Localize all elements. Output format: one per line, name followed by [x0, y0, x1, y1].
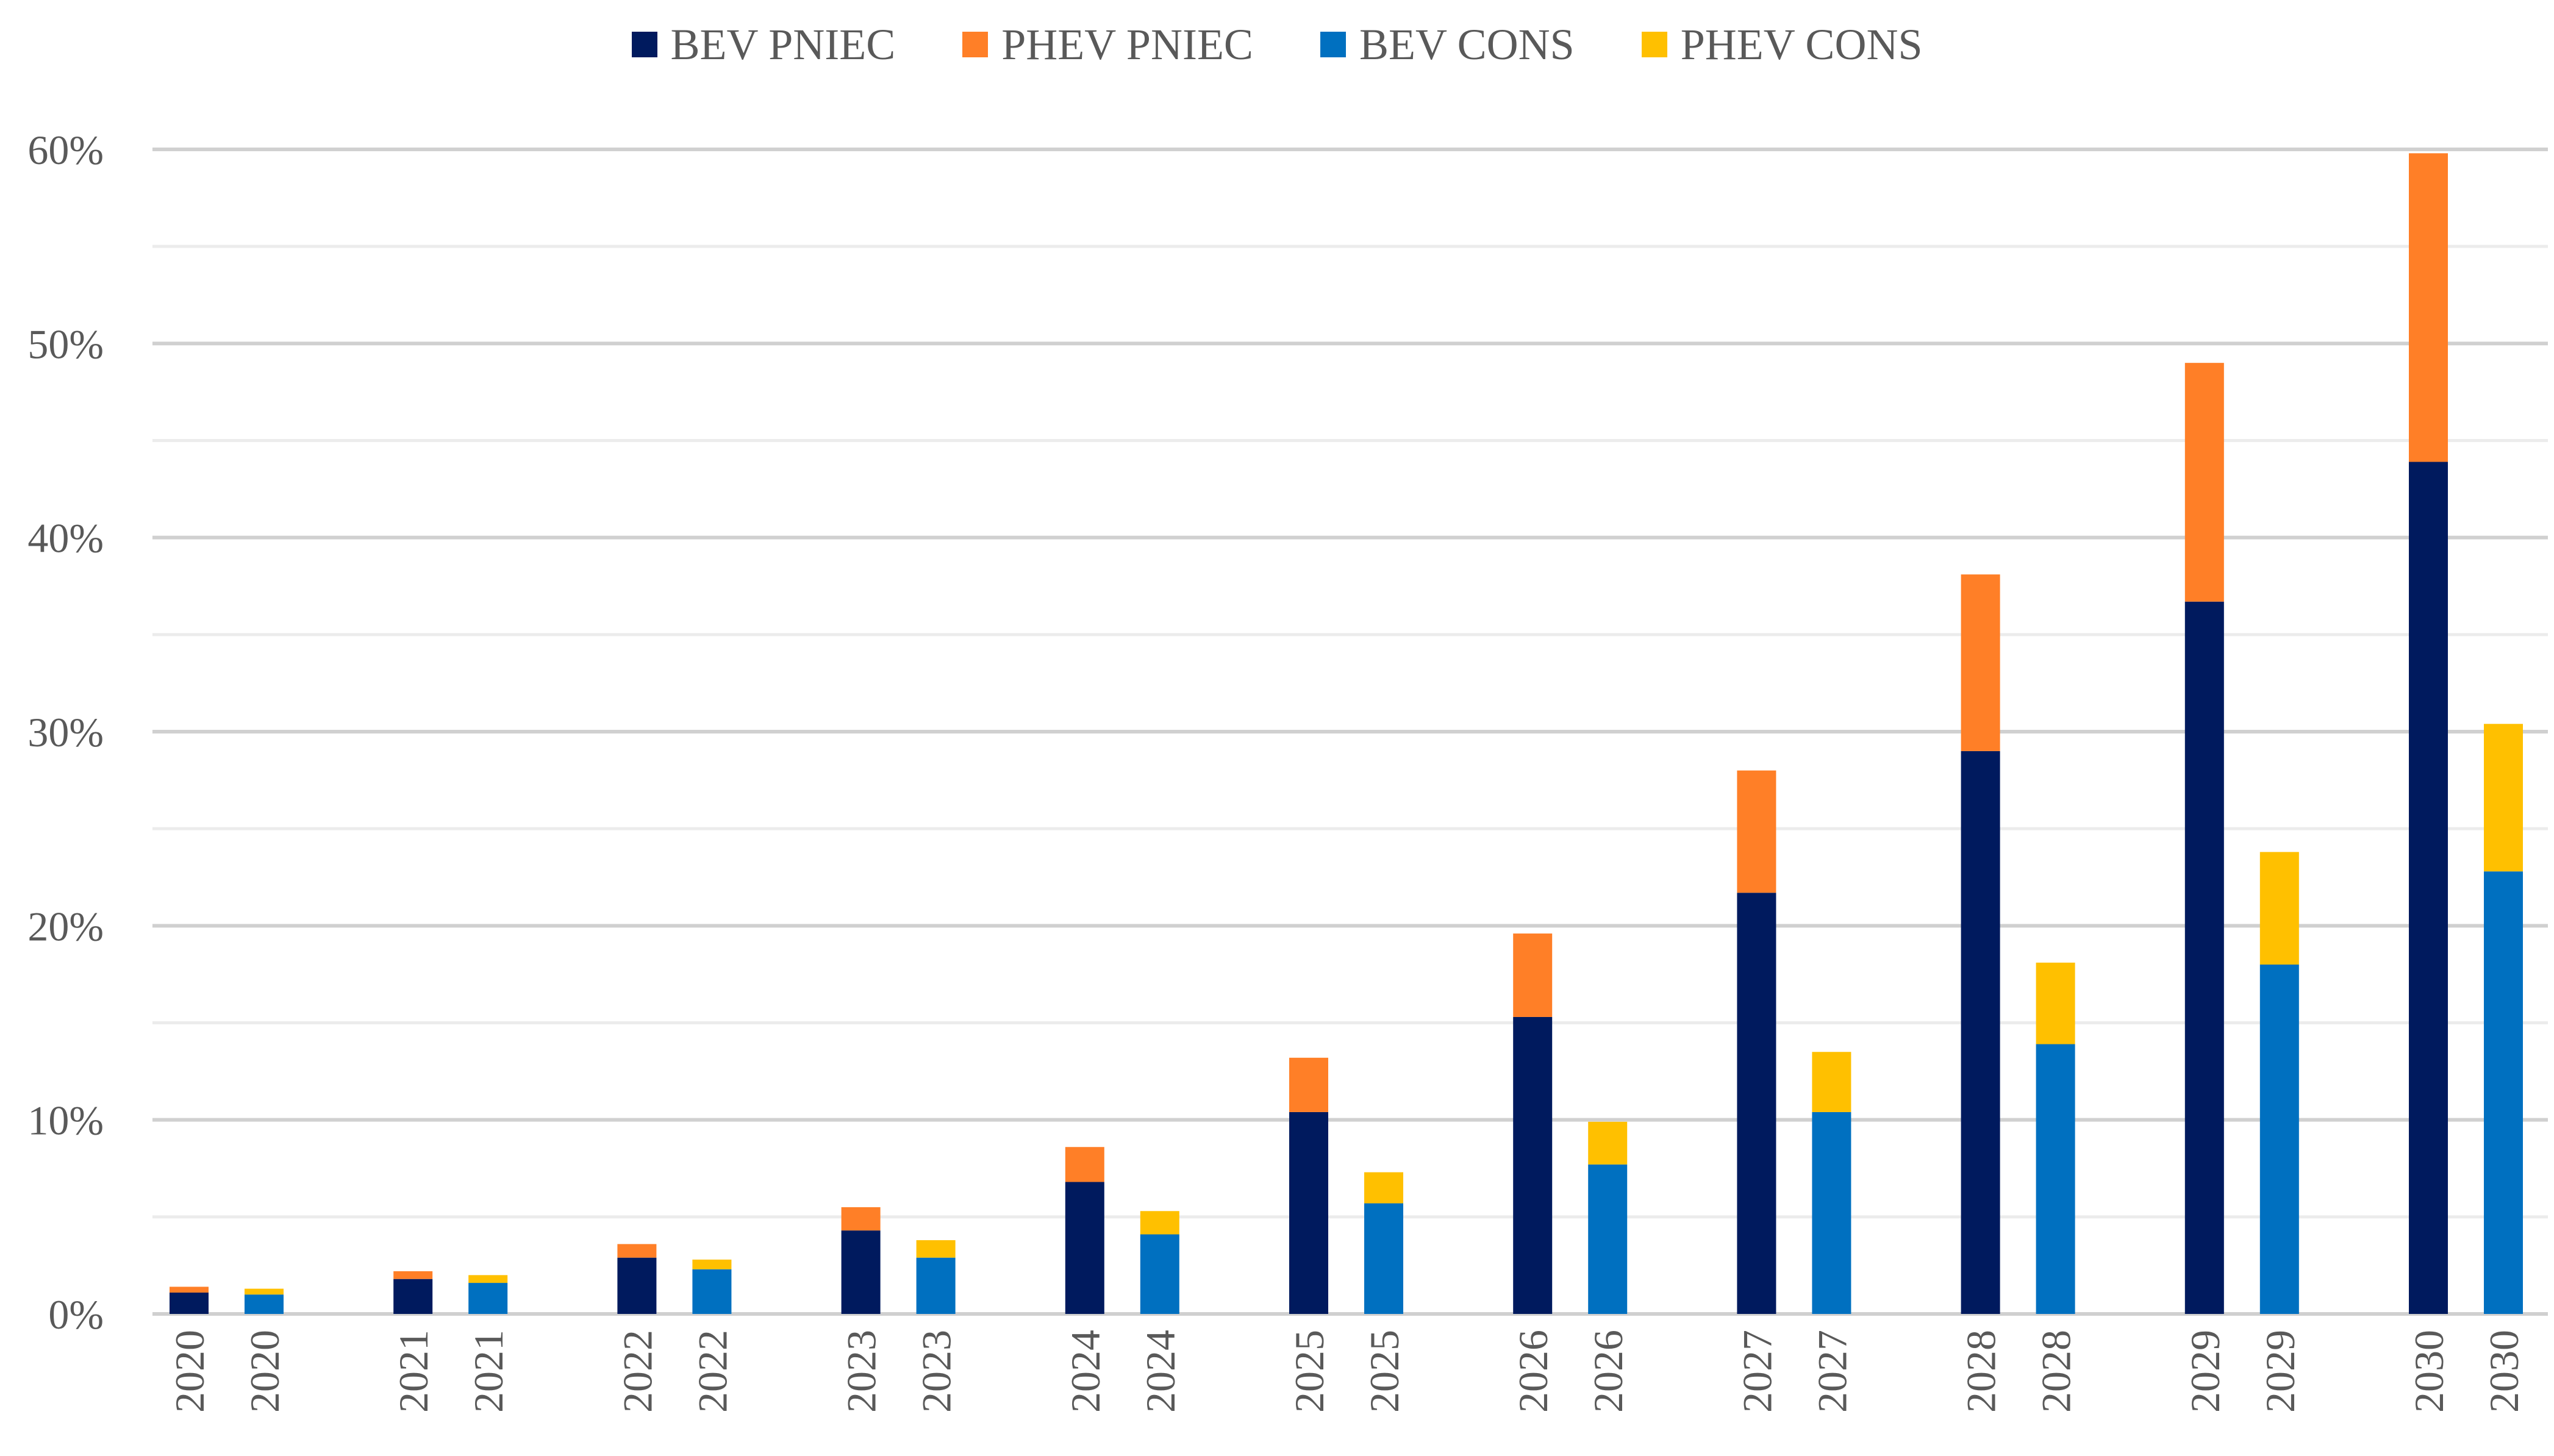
- x-tick-label: 2021: [465, 1330, 512, 1413]
- bar-bev-pniec-2026[interactable]: [1513, 1016, 1553, 1314]
- bar-bev-cons-2024[interactable]: [1140, 1234, 1179, 1314]
- y-tick-label: 50%: [27, 321, 104, 367]
- x-tick-label: 2023: [914, 1330, 960, 1413]
- bar-bev-pniec-2024[interactable]: [1065, 1182, 1104, 1314]
- bar-bev-cons-2030[interactable]: [2484, 871, 2523, 1314]
- bar-phev-cons-2025[interactable]: [1364, 1172, 1403, 1204]
- x-tick-label: 2025: [1286, 1330, 1332, 1413]
- y-tick-label: 10%: [27, 1097, 104, 1144]
- bar-phev-pniec-2028[interactable]: [1961, 574, 2000, 751]
- bar-phev-cons-2022[interactable]: [692, 1259, 732, 1269]
- bar-phev-pniec-2021[interactable]: [393, 1271, 433, 1279]
- x-tick-label: 2029: [2257, 1330, 2303, 1413]
- bar-bev-pniec-2029[interactable]: [2184, 601, 2224, 1314]
- bar-phev-pniec-2025[interactable]: [1289, 1057, 1328, 1112]
- bar-bev-pniec-2020[interactable]: [170, 1292, 209, 1314]
- y-tick-label: 60%: [27, 127, 104, 173]
- x-tick-label: 2022: [614, 1330, 660, 1413]
- bar-phev-pniec-2023[interactable]: [841, 1207, 881, 1231]
- x-tick-label: 2027: [1809, 1330, 1855, 1413]
- bar-bev-cons-2020[interactable]: [245, 1294, 284, 1314]
- x-tick-label: 2030: [2481, 1330, 2527, 1413]
- y-tick-label: 20%: [27, 903, 104, 949]
- x-tick-label: 2022: [689, 1330, 735, 1413]
- bar-bev-pniec-2025[interactable]: [1289, 1112, 1328, 1314]
- legend-swatch-bev-pniec: [631, 32, 657, 57]
- x-tick-label: 2020: [166, 1330, 213, 1413]
- legend-item-bev-cons[interactable]: BEV CONS: [1320, 20, 1575, 70]
- bar-phev-cons-2026[interactable]: [1588, 1121, 1628, 1165]
- bar-bev-pniec-2028[interactable]: [1961, 751, 2000, 1314]
- bar-phev-pniec-2026[interactable]: [1513, 933, 1553, 1017]
- bar-bev-cons-2025[interactable]: [1364, 1203, 1403, 1314]
- legend-swatch-phev-cons: [1641, 32, 1667, 57]
- bar-phev-cons-2024[interactable]: [1140, 1211, 1179, 1235]
- bar-bev-pniec-2027[interactable]: [1737, 893, 1776, 1314]
- bar-phev-cons-2027[interactable]: [1812, 1052, 1851, 1112]
- bar-bev-cons-2027[interactable]: [1812, 1112, 1851, 1314]
- x-tick-label: 2027: [1734, 1330, 1780, 1413]
- y-tick-label: 30%: [27, 709, 104, 755]
- legend-swatch-phev-pniec: [962, 32, 989, 57]
- legend-item-phev-pniec[interactable]: PHEV PNIEC: [962, 20, 1253, 70]
- x-tick-label: 2020: [241, 1330, 288, 1413]
- x-tick-label: 2028: [1958, 1330, 2005, 1413]
- legend-label-phev-cons: PHEV CONS: [1680, 20, 1923, 69]
- bar-phev-pniec-2030[interactable]: [2409, 153, 2448, 462]
- bar-bev-pniec-2030[interactable]: [2409, 462, 2448, 1315]
- legend-label-bev-pniec: BEV PNIEC: [670, 20, 896, 69]
- bar-phev-cons-2023[interactable]: [916, 1240, 956, 1258]
- legend-swatch-bev-cons: [1320, 32, 1346, 57]
- x-tick-label: 2030: [2406, 1330, 2452, 1413]
- y-tick-label: 40%: [27, 515, 104, 562]
- bar-phev-pniec-2029[interactable]: [2184, 363, 2224, 602]
- x-tick-label: 2029: [2182, 1330, 2228, 1413]
- legend: BEV PNIEC PHEV PNIEC BEV CONS PHEV CONS: [0, 17, 2554, 72]
- x-tick-label: 2026: [1510, 1330, 1556, 1413]
- x-tick-label: 2028: [2033, 1330, 2080, 1413]
- bar-bev-cons-2029[interactable]: [2259, 965, 2299, 1314]
- bar-bev-cons-2028[interactable]: [2036, 1044, 2075, 1314]
- bar-bev-cons-2023[interactable]: [916, 1257, 956, 1314]
- x-tick-label: 2024: [1062, 1330, 1109, 1413]
- bar-bev-pniec-2021[interactable]: [393, 1279, 433, 1314]
- bar-phev-pniec-2022[interactable]: [617, 1244, 657, 1258]
- x-tick-label: 2026: [1585, 1330, 1631, 1413]
- bar-phev-cons-2021[interactable]: [468, 1275, 508, 1283]
- bar-bev-cons-2026[interactable]: [1588, 1164, 1628, 1314]
- x-tick-label: 2021: [390, 1330, 437, 1413]
- bar-bev-pniec-2023[interactable]: [841, 1230, 881, 1314]
- legend-label-bev-cons: BEV CONS: [1359, 20, 1575, 69]
- x-tick-label: 2024: [1137, 1330, 1184, 1413]
- bar-bev-pniec-2022[interactable]: [617, 1257, 657, 1314]
- y-tick-label: 0%: [48, 1291, 104, 1338]
- bar-phev-pniec-2020[interactable]: [170, 1286, 209, 1293]
- bar-phev-pniec-2027[interactable]: [1737, 770, 1776, 893]
- legend-item-phev-cons[interactable]: PHEV CONS: [1641, 20, 1923, 70]
- bar-phev-cons-2030[interactable]: [2484, 724, 2523, 872]
- bar-phev-pniec-2024[interactable]: [1065, 1147, 1104, 1182]
- bar-phev-cons-2029[interactable]: [2259, 852, 2299, 965]
- bar-bev-cons-2021[interactable]: [468, 1283, 508, 1314]
- bar-bev-cons-2022[interactable]: [692, 1269, 732, 1314]
- legend-label-phev-pniec: PHEV PNIEC: [1001, 20, 1253, 69]
- bar-phev-cons-2020[interactable]: [245, 1288, 284, 1295]
- legend-item-bev-pniec[interactable]: BEV PNIEC: [631, 20, 896, 70]
- bar-phev-cons-2028[interactable]: [2036, 962, 2075, 1044]
- x-tick-label: 2025: [1361, 1330, 1408, 1413]
- x-tick-label: 2023: [839, 1330, 885, 1413]
